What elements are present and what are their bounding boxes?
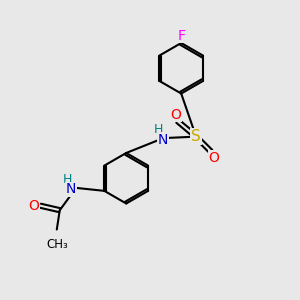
Text: H: H [154, 123, 164, 136]
Text: O: O [208, 151, 219, 165]
Text: F: F [177, 28, 185, 43]
Text: H: H [62, 173, 72, 186]
Text: O: O [171, 108, 182, 122]
Text: N: N [66, 182, 76, 197]
Text: S: S [191, 129, 201, 144]
Text: O: O [28, 199, 39, 213]
Text: CH₃: CH₃ [46, 238, 68, 251]
Text: N: N [158, 133, 168, 147]
